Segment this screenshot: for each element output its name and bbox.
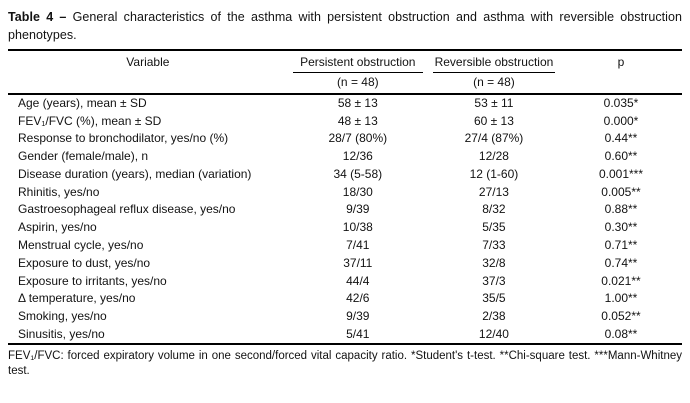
table-row: Δ temperature, yes/no 42/6 35/5 1.00** <box>8 290 682 308</box>
cell-variable: FEV₁/FVC (%), mean ± SD <box>18 113 162 128</box>
cell-variable: Gastroesophageal reflux disease, yes/no <box>18 202 236 217</box>
table-row: Disease duration (years), median (variat… <box>8 166 682 184</box>
table-row: Sinusitis, yes/no 5/41 12/40 0.08** <box>8 326 682 345</box>
table-row: Menstrual cycle, yes/no 7/41 7/33 0.71** <box>8 237 682 255</box>
table-row: Aspirin, yes/no 10/38 5/35 0.30** <box>8 219 682 237</box>
column-header-variable: Variable <box>8 49 288 95</box>
cell-persistent: 7/41 <box>346 238 370 253</box>
table-footnote: FEV₁/FVC: forced expiratory volume in on… <box>8 350 682 378</box>
cell-reversible: 12 (1-60) <box>469 166 519 181</box>
cell-persistent: 58 ± 13 <box>337 95 378 110</box>
cell-variable: Sinusitis, yes/no <box>18 326 105 341</box>
table-body: Age (years), mean ± SD 58 ± 13 53 ± 11 0.03… <box>8 94 682 345</box>
cell-p: 0.035* <box>603 95 639 110</box>
table-row: Gastroesophageal reflux disease, yes/no 9… <box>8 201 682 219</box>
cell-persistent: 18/30 <box>342 184 373 199</box>
table-row: Gender (female/male), n 12/36 12/28 0.60** <box>8 148 682 166</box>
column-subheader-reversible-n: (n = 48) <box>427 72 560 95</box>
cell-persistent: 9/39 <box>346 202 370 217</box>
header-row-n: (n = 48) (n = 48) <box>8 72 682 95</box>
table-number-label: Table 4 – <box>8 10 67 24</box>
cell-p: 0.005** <box>601 184 641 199</box>
header-row-groups: Variable Persistent obstruction Reversib… <box>8 49 682 95</box>
cell-persistent: 44/4 <box>346 273 370 288</box>
data-table: Variable Persistent obstruction Reversib… <box>8 48 682 346</box>
cell-persistent: 34 (5-58) <box>333 166 383 181</box>
cell-p: 0.021** <box>601 273 641 288</box>
cell-persistent: 10/38 <box>342 220 373 235</box>
cell-persistent: 48 ± 13 <box>337 113 378 128</box>
cell-variable: Δ temperature, yes/no <box>18 291 136 306</box>
cell-variable: Exposure to dust, yes/no <box>18 255 151 270</box>
table-row: Age (years), mean ± SD 58 ± 13 53 ± 11 0.03… <box>8 94 682 113</box>
column-subheader-persistent-n: (n = 48) <box>287 72 428 95</box>
column-header-p: p <box>559 49 682 95</box>
cell-reversible: 37/3 <box>482 273 506 288</box>
cell-persistent: 42/6 <box>346 291 370 306</box>
cell-variable: Gender (female/male), n <box>18 149 149 164</box>
cell-reversible: 35/5 <box>482 291 506 306</box>
cell-variable: Menstrual cycle, yes/no <box>18 238 144 253</box>
cell-p: 0.88** <box>604 202 638 217</box>
cell-reversible: 8/32 <box>482 202 506 217</box>
cell-variable: Disease duration (years), median (variat… <box>18 166 252 181</box>
cell-reversible: 12/28 <box>478 149 509 164</box>
cell-persistent: 12/36 <box>342 149 373 164</box>
cell-reversible: 53 ± 11 <box>474 95 514 110</box>
cell-p: 1.00** <box>604 291 638 306</box>
cell-variable: Smoking, yes/no <box>18 309 107 324</box>
cell-reversible: 32/8 <box>482 255 506 270</box>
cell-p: 0.001*** <box>598 166 644 181</box>
cell-reversible: 60 ± 13 <box>473 113 514 128</box>
cell-p: 0.052** <box>601 309 641 324</box>
cell-p: 0.71** <box>604 238 638 253</box>
table-header: Variable Persistent obstruction Reversib… <box>8 49 682 95</box>
cell-reversible: 27/4 (87%) <box>464 131 524 146</box>
cell-persistent: 5/41 <box>346 326 370 341</box>
cell-reversible: 12/40 <box>478 326 509 341</box>
cell-variable: Rhinitis, yes/no <box>18 184 100 199</box>
cell-reversible: 2/38 <box>482 309 506 324</box>
cell-persistent: 28/7 (80%) <box>328 131 388 146</box>
cell-variable: Aspirin, yes/no <box>18 220 97 235</box>
cell-reversible: 7/33 <box>482 238 506 253</box>
cell-variable: Age (years), mean ± SD <box>18 95 147 110</box>
table-title-text: General characteristics of the asthma wi… <box>8 10 682 42</box>
table-row: Exposure to dust, yes/no 37/11 32/8 0.74** <box>8 255 682 273</box>
column-header-reversible: Reversible obstruction <box>428 50 560 73</box>
table-row: Exposure to irritants, yes/no 44/4 37/3 0.0… <box>8 272 682 290</box>
table-row: Rhinitis, yes/no 18/30 27/13 0.005** <box>8 183 682 201</box>
column-header-persistent: Persistent obstruction <box>288 50 428 73</box>
table-row: FEV₁/FVC (%), mean ± SD 48 ± 13 60 ± 13 0.0… <box>8 112 682 130</box>
cell-p: 0.08** <box>604 326 638 341</box>
table-row: Smoking, yes/no 9/39 2/38 0.052** <box>8 308 682 326</box>
cell-variable: Response to bronchodilator, yes/no (%) <box>18 131 229 146</box>
column-header-persistent-label: Persistent obstruction <box>292 55 423 73</box>
cell-persistent: 9/39 <box>346 309 370 324</box>
column-header-reversible-label: Reversible obstruction <box>432 55 555 73</box>
cell-p: 0.30** <box>604 220 638 235</box>
cell-p: 0.000* <box>603 113 639 128</box>
cell-persistent: 37/11 <box>343 255 373 270</box>
table-title: Table 4 – General characteristics of the… <box>8 9 682 45</box>
cell-reversible: 27/13 <box>478 184 509 199</box>
cell-p: 0.60** <box>604 149 638 164</box>
cell-reversible: 5/35 <box>482 220 506 235</box>
cell-variable: Exposure to irritants, yes/no <box>18 273 167 288</box>
table-row: Response to bronchodilator, yes/no (%) 28… <box>8 130 682 148</box>
cell-p: 0.74** <box>604 255 638 270</box>
cell-p: 0.44** <box>604 131 638 146</box>
